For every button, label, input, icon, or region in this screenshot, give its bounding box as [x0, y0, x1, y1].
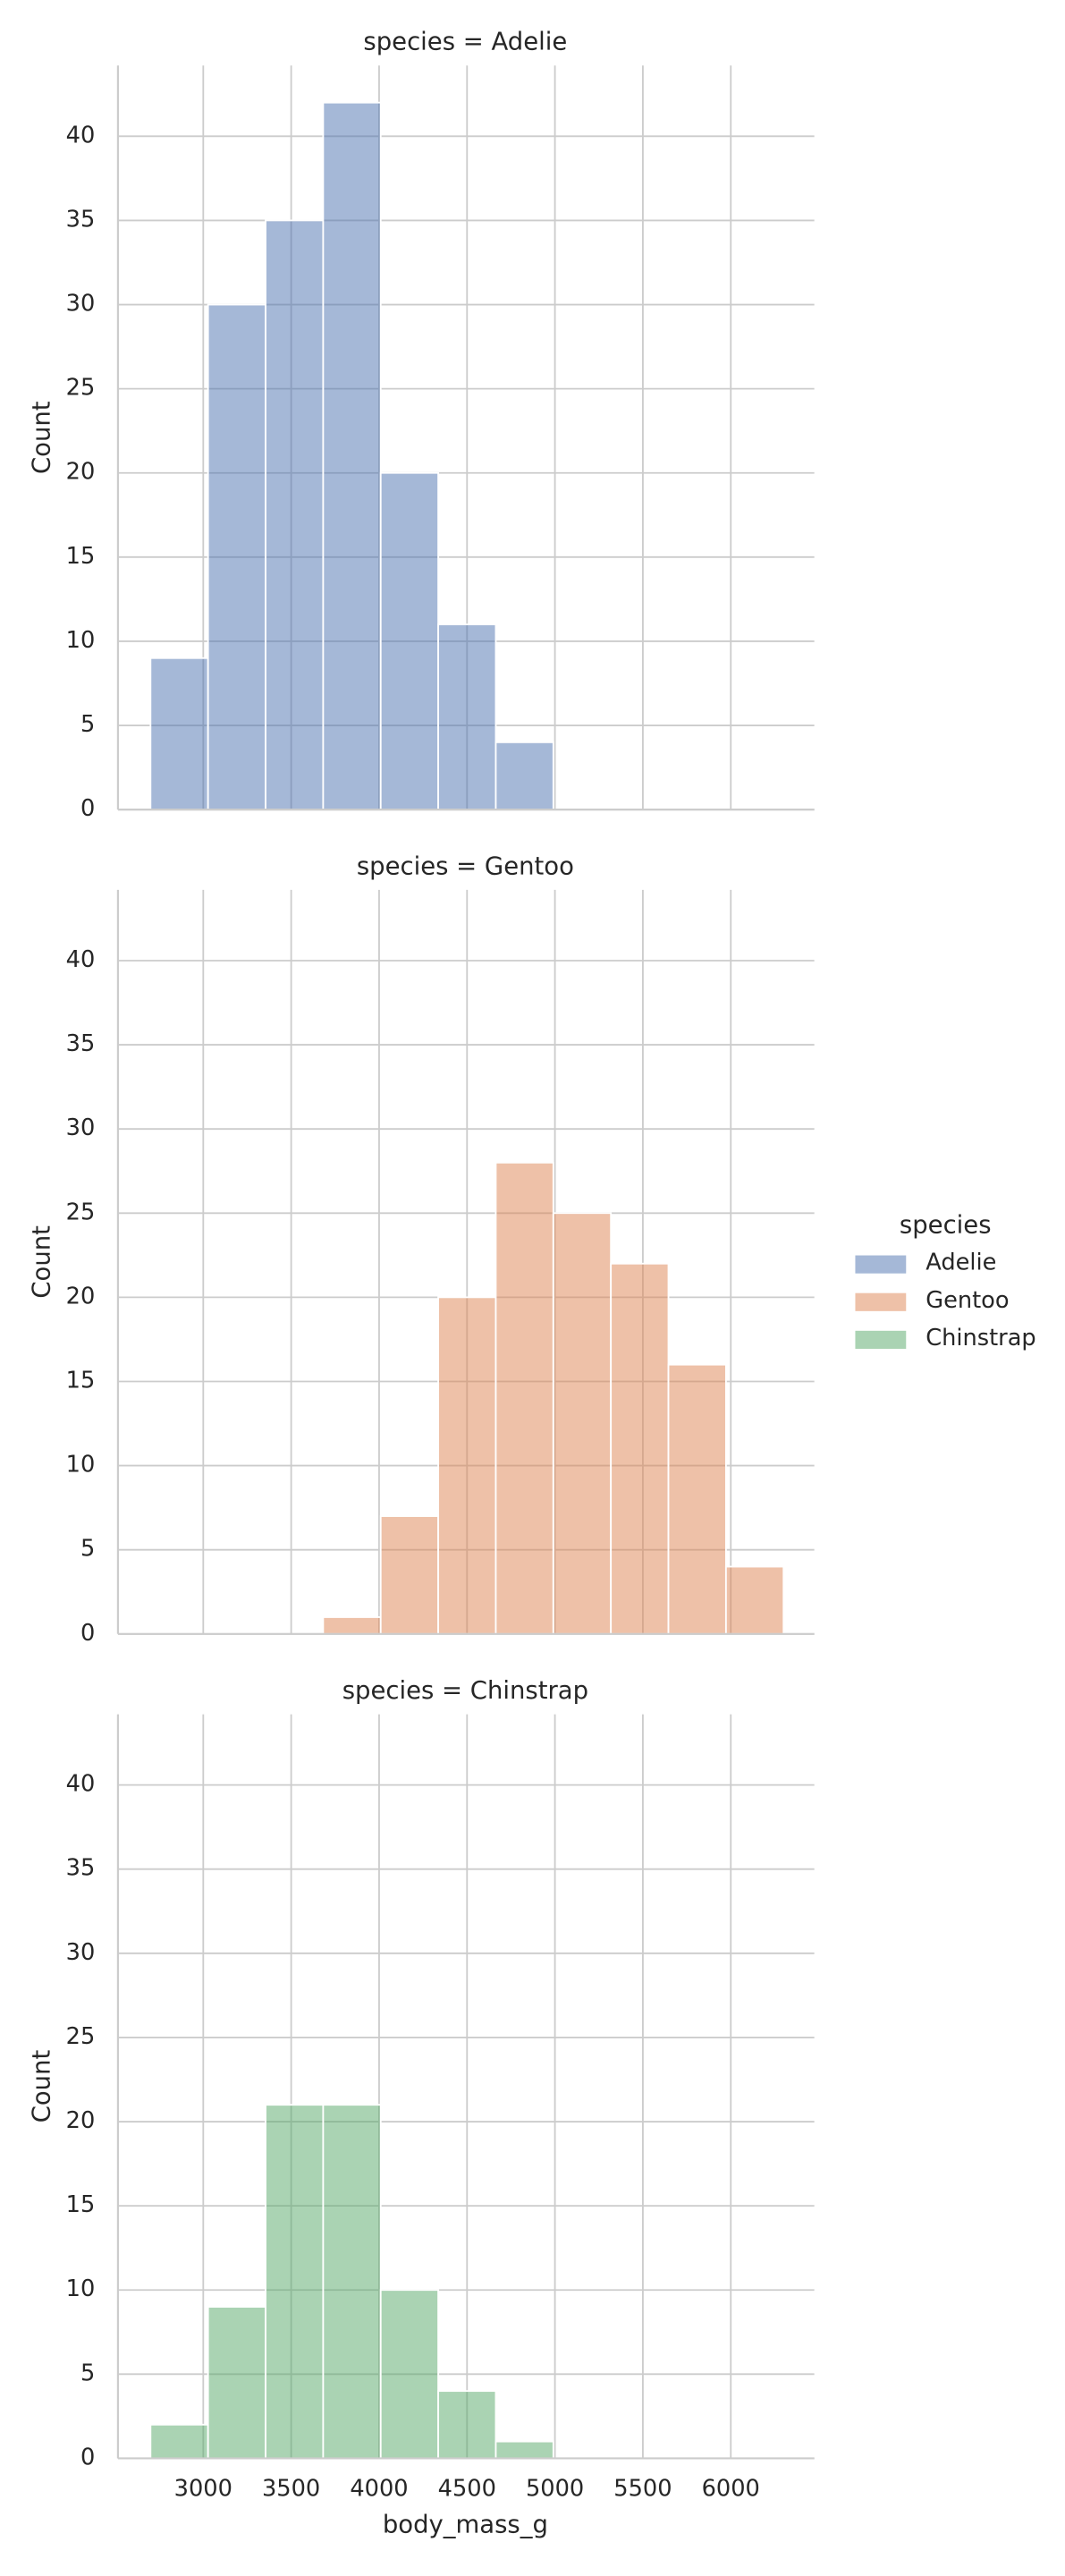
- panel-title: species = Chinstrap: [342, 1676, 588, 1705]
- legend-title: species: [900, 1211, 992, 1240]
- x-tick-label: 5500: [613, 2475, 672, 2502]
- y-axis-label: Count: [28, 401, 56, 474]
- panel-title: species = Gentoo: [357, 852, 574, 880]
- y-tick-label: 15: [66, 1367, 96, 1394]
- legend-swatch: [855, 1255, 907, 1274]
- y-tick-label: 20: [66, 2107, 96, 2134]
- x-tick-label: 6000: [702, 2475, 760, 2502]
- bar: [494, 2440, 554, 2460]
- y-tick-label: 30: [66, 1114, 96, 1141]
- y-tick-label: 40: [66, 946, 96, 973]
- bar: [610, 1262, 670, 1635]
- panel-title: species = Adelie: [363, 28, 567, 56]
- y-tick-label: 20: [66, 459, 96, 486]
- bar: [724, 1565, 785, 1635]
- y-tick-label: 30: [66, 1939, 96, 1966]
- x-axis-label: body_mass_g: [383, 2511, 548, 2539]
- y-tick-label: 10: [66, 1452, 96, 1479]
- y-tick-label: 5: [80, 1536, 95, 1563]
- x-tick-label: 5000: [526, 2475, 584, 2502]
- x-tick-label: 4000: [350, 2475, 408, 2502]
- y-tick-label: 30: [66, 291, 96, 318]
- bar: [494, 741, 554, 811]
- y-tick-label: 10: [66, 627, 96, 654]
- legend-swatch: [855, 1330, 907, 1349]
- y-tick-label: 25: [66, 1199, 96, 1225]
- bar: [437, 1296, 497, 1635]
- y-axis-label: Count: [28, 1225, 56, 1299]
- bar: [207, 2306, 266, 2460]
- bar: [667, 1363, 727, 1635]
- bar: [437, 2390, 497, 2460]
- legend-label: Gentoo: [926, 1287, 1009, 1314]
- y-tick-label: 35: [66, 206, 96, 233]
- bar: [379, 1515, 440, 1635]
- bar: [322, 101, 382, 811]
- bar: [149, 657, 209, 811]
- y-tick-label: 20: [66, 1283, 96, 1309]
- x-tick-label: 3500: [262, 2475, 320, 2502]
- y-tick-label: 10: [66, 2275, 96, 2302]
- bar: [322, 2104, 382, 2460]
- legend-label: Adelie: [926, 1250, 996, 1276]
- bar: [379, 471, 440, 811]
- bar: [379, 2289, 440, 2460]
- bar: [265, 2104, 325, 2460]
- y-tick-label: 0: [80, 795, 95, 822]
- y-tick-label: 15: [66, 2191, 96, 2218]
- y-tick-label: 0: [80, 2444, 95, 2470]
- bar: [552, 1212, 613, 1635]
- bar: [207, 303, 266, 811]
- y-tick-label: 5: [80, 711, 95, 738]
- y-tick-label: 40: [66, 1771, 96, 1798]
- y-axis-label: Count: [28, 2049, 56, 2123]
- y-tick-label: 35: [66, 1855, 96, 1882]
- x-tick-label: 4500: [438, 2475, 496, 2502]
- bar: [149, 2423, 209, 2460]
- y-tick-label: 15: [66, 543, 96, 570]
- y-tick-label: 0: [80, 1620, 95, 1647]
- y-tick-label: 25: [66, 2023, 96, 2050]
- y-tick-label: 40: [66, 122, 96, 148]
- legend-swatch: [855, 1292, 907, 1311]
- y-tick-label: 35: [66, 1030, 96, 1057]
- legend-label: Chinstrap: [926, 1325, 1035, 1352]
- bar: [494, 1161, 554, 1635]
- bar: [322, 1616, 382, 1635]
- y-tick-label: 5: [80, 2360, 95, 2386]
- x-tick-label: 3000: [174, 2475, 232, 2502]
- bar: [265, 219, 325, 811]
- bar: [437, 623, 497, 811]
- y-tick-label: 25: [66, 375, 96, 402]
